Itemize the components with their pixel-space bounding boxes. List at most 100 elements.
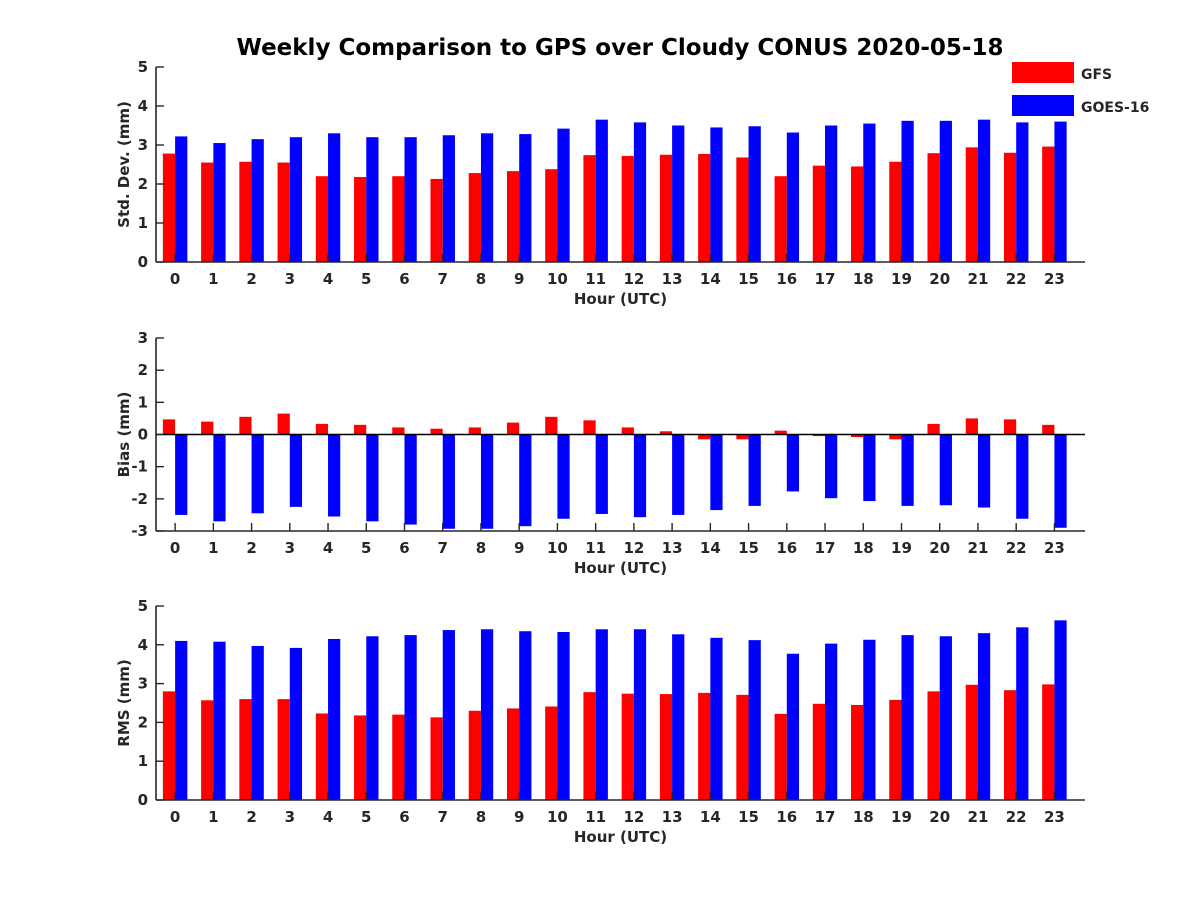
x-tick-label-bias-9: 9 [514, 539, 524, 557]
bar-rms-goes16-12 [633, 629, 647, 800]
bar-bias-gfs-21 [965, 418, 978, 435]
bar-bias-goes16-17 [825, 434, 838, 499]
bar-rms-gfs-10 [545, 706, 558, 800]
bar-rms-gfs-18 [851, 704, 864, 800]
x-tick-label-bias-8: 8 [476, 539, 486, 557]
bar-bias-goes16-20 [939, 434, 952, 506]
y-tick-label-stddev-3: 3 [138, 136, 148, 154]
bar-rms-goes16-4 [328, 638, 341, 800]
bar-bias-goes16-4 [328, 434, 341, 517]
bar-rms-gfs-14 [698, 692, 711, 800]
bar-bias-goes16-21 [977, 434, 991, 508]
y-tick-label-bias-0: 0 [138, 426, 148, 444]
bar-rms-gfs-4 [315, 713, 329, 800]
bar-rms-goes16-17 [825, 643, 838, 800]
bar-rms-gfs-19 [889, 699, 902, 800]
y-tick-label-bias--2: -2 [131, 490, 148, 508]
bar-stddev-gfs-9 [506, 171, 520, 262]
x-tick-label-stddev-8: 8 [476, 270, 486, 288]
bar-bias-gfs-4 [315, 423, 329, 435]
y-tick-label-stddev-0: 0 [138, 253, 148, 271]
bar-stddev-gfs-2 [239, 161, 252, 262]
legend-label-gfs: GFS [1081, 67, 1112, 83]
bar-rms-goes16-1 [213, 641, 226, 800]
bar-stddev-gfs-3 [277, 162, 290, 262]
bar-rms-goes16-11 [595, 629, 608, 800]
x-tick-label-bias-4: 4 [323, 539, 333, 557]
x-tick-label-bias-7: 7 [438, 539, 448, 557]
bar-bias-gfs-10 [545, 416, 558, 435]
bar-bias-gfs-2 [239, 416, 252, 435]
bar-stddev-goes16-18 [863, 123, 876, 262]
bar-bias-goes16-0 [175, 434, 188, 515]
x-tick-label-bias-14: 14 [700, 539, 721, 557]
x-tick-label-bias-20: 20 [929, 539, 950, 557]
x-tick-label-bias-12: 12 [623, 539, 644, 557]
x-tick-label-rms-5: 5 [361, 808, 371, 826]
x-tick-label-rms-2: 2 [246, 808, 256, 826]
x-tick-label-bias-5: 5 [361, 539, 371, 557]
bar-rms-goes16-10 [557, 632, 570, 800]
x-tick-label-stddev-9: 9 [514, 270, 524, 288]
x-tick-label-stddev-20: 20 [929, 270, 950, 288]
bar-rms-goes16-21 [977, 633, 991, 800]
bar-rms-gfs-9 [506, 708, 520, 800]
y-axis-label-rms: RMS (mm) [115, 659, 133, 746]
x-tick-label-rms-18: 18 [853, 808, 874, 826]
bar-rms-gfs-5 [354, 715, 367, 800]
x-tick-label-bias-16: 16 [776, 539, 797, 557]
bar-stddev-gfs-17 [812, 165, 826, 262]
x-tick-label-stddev-23: 23 [1044, 270, 1065, 288]
x-tick-label-rms-7: 7 [438, 808, 448, 826]
bar-stddev-gfs-10 [545, 169, 558, 262]
bar-rms-gfs-8 [468, 710, 481, 800]
x-tick-label-stddev-4: 4 [323, 270, 333, 288]
bar-rms-goes16-18 [863, 639, 876, 800]
bar-stddev-goes16-4 [328, 133, 341, 262]
x-tick-label-rms-20: 20 [929, 808, 950, 826]
y-tick-label-stddev-5: 5 [138, 58, 148, 76]
bar-bias-goes16-23 [1054, 434, 1067, 528]
y-tick-label-bias-3: 3 [138, 329, 148, 347]
x-tick-label-stddev-11: 11 [585, 270, 606, 288]
bar-bias-goes16-10 [557, 434, 570, 519]
bar-rms-goes16-15 [748, 640, 761, 800]
y-tick-label-rms-5: 5 [138, 597, 148, 615]
x-tick-label-rms-4: 4 [323, 808, 333, 826]
bar-bias-gfs-9 [506, 422, 520, 435]
y-tick-label-bias--3: -3 [131, 522, 148, 540]
bar-bias-goes16-18 [863, 434, 876, 502]
x-tick-label-stddev-22: 22 [1006, 270, 1027, 288]
bar-stddev-goes16-22 [1016, 122, 1029, 262]
x-tick-label-bias-10: 10 [547, 539, 568, 557]
bar-stddev-goes16-8 [480, 133, 494, 262]
y-tick-label-stddev-1: 1 [138, 214, 148, 232]
bar-stddev-gfs-20 [927, 153, 940, 262]
x-tick-label-stddev-12: 12 [623, 270, 644, 288]
bar-rms-goes16-2 [251, 645, 264, 800]
bar-bias-gfs-12 [621, 427, 634, 435]
bar-stddev-goes16-3 [289, 137, 303, 262]
x-tick-label-rms-12: 12 [623, 808, 644, 826]
bar-rms-goes16-5 [366, 636, 379, 800]
chart-title: Weekly Comparison to GPS over Cloudy CON… [237, 35, 1004, 61]
x-tick-label-rms-8: 8 [476, 808, 486, 826]
bar-stddev-gfs-21 [965, 147, 978, 262]
x-tick-label-bias-19: 19 [891, 539, 912, 557]
bar-stddev-goes16-10 [557, 128, 570, 262]
x-tick-label-rms-6: 6 [399, 808, 409, 826]
bar-bias-gfs-0 [162, 419, 176, 435]
y-tick-label-rms-1: 1 [138, 752, 148, 770]
bar-stddev-goes16-13 [672, 125, 685, 262]
bar-stddev-goes16-20 [939, 120, 952, 262]
bar-rms-goes16-23 [1054, 620, 1067, 800]
legend: GFS GOES-16 [1012, 62, 1149, 116]
bar-stddev-gfs-6 [392, 176, 405, 262]
bar-bias-gfs-7 [430, 428, 443, 435]
bar-bias-goes16-19 [901, 434, 914, 506]
legend-swatch-gfs [1012, 62, 1074, 83]
bar-bias-goes16-2 [251, 434, 264, 514]
bar-bias-goes16-14 [710, 434, 723, 511]
